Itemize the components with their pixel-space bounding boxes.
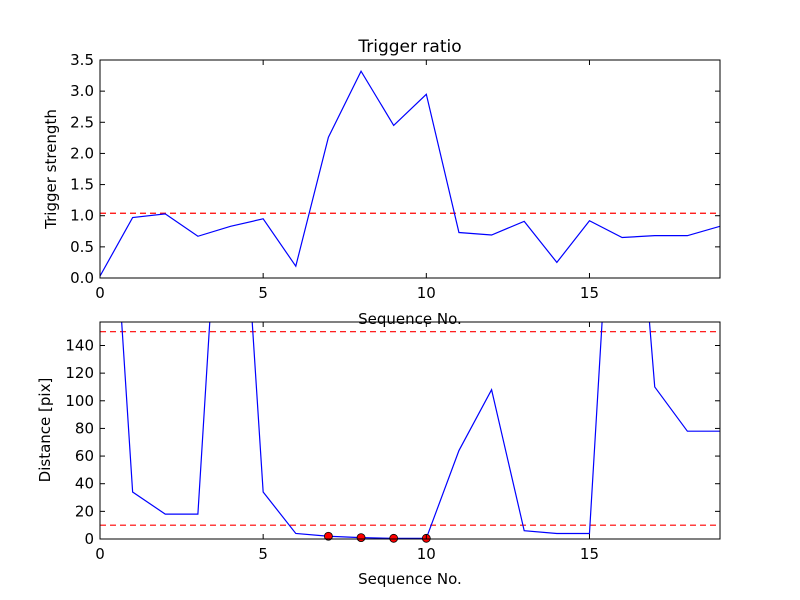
y-tick-label: 60: [75, 447, 94, 465]
x-axis-label: Sequence No.: [358, 570, 462, 588]
y-tick-label: 0: [84, 530, 94, 548]
series-line-0: [100, 69, 720, 277]
series-lines: [121, 322, 720, 539]
y-tick-label: 2.5: [70, 113, 94, 131]
plot-frame: [99, 59, 721, 279]
y-tick-label: 1.5: [70, 176, 94, 194]
y-axis-label: Distance [pix]: [36, 378, 54, 483]
chart-title: Trigger ratio: [357, 37, 461, 57]
x-tick-label: 0: [95, 545, 105, 563]
series-line-0: [121, 322, 720, 539]
y-tick-label: 3.0: [70, 82, 94, 100]
x-tick-label: 15: [580, 284, 599, 302]
x-tick-label: 0: [95, 284, 105, 302]
y-tick-label: 120: [65, 364, 94, 382]
threshold-lines: [100, 331, 720, 526]
y-tick-label: 140: [65, 336, 94, 354]
y-tick-label: 40: [75, 475, 94, 493]
x-tick-label: 5: [258, 284, 268, 302]
trigger-ratio-panel: 0 5 10 15 0.0 0.5 1.0 1.5 2.0 2.5 3.0 3.5 Trigger r…: [42, 37, 721, 328]
x-tick-label: 10: [417, 284, 436, 302]
y-tick-label: 100: [65, 392, 94, 410]
y-tick-label: 20: [75, 502, 94, 520]
series-lines: [100, 69, 720, 277]
plot-frame: [99, 321, 721, 540]
y-tick-label: 80: [75, 419, 94, 437]
x-tick-label: 10: [417, 545, 436, 563]
x-axis-label: Sequence No.: [358, 310, 462, 328]
x-tick-label: 5: [258, 545, 268, 563]
y-tick-label: 1.0: [70, 207, 94, 225]
y-axis-label: Trigger strength: [42, 109, 60, 230]
data-point-marker: [356, 533, 366, 543]
x-tick-label: 15: [580, 545, 599, 563]
axis-ticks: 0 5 10 15 0.0 0.5 1.0 1.5 2.0 2.5 3.0 3.5: [70, 51, 720, 302]
y-tick-label: 0.0: [70, 269, 94, 287]
y-tick-label: 3.5: [70, 51, 94, 69]
distance-panel: 0 5 10 15 0 20 40 60 80 100 120 140 Sequence No. Di…: [36, 321, 721, 588]
axis-ticks: 0 5 10 15 0 20 40 60 80 100 120 140: [65, 322, 720, 563]
data-point-marker: [389, 533, 399, 543]
data-point-marker: [324, 531, 333, 541]
y-tick-label: 0.5: [70, 238, 94, 256]
y-tick-label: 2.0: [70, 144, 94, 162]
